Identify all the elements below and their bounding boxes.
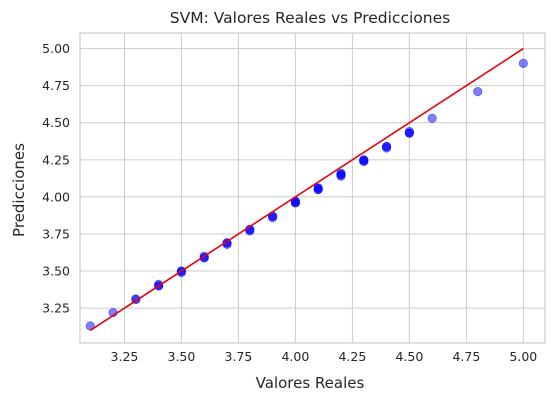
data-point [359,155,369,165]
reference-line [89,47,524,332]
y-tick-label: 4.50 [42,115,70,130]
data-points [85,58,528,331]
chart-title: SVM: Valores Reales vs Predicciones [170,9,450,27]
data-point [427,113,437,123]
y-tick-label: 3.50 [42,264,70,279]
data-point [404,128,414,138]
y-tick-label: 4.75 [42,78,70,93]
data-point [336,168,346,178]
data-point [518,58,528,69]
reference-line-segment [89,47,524,332]
y-tick-labels: 3.25 3.50 3.75 4.00 4.25 4.50 4.75 5.00 [42,41,70,316]
data-point [381,141,392,152]
x-tick-label: 3.50 [168,349,196,364]
y-axis-label: Predicciones [10,143,28,237]
plot-area-frame [79,32,546,344]
data-point [313,184,323,195]
y-tick-label: 4.25 [42,152,70,167]
x-tick-label: 3.25 [111,349,139,364]
x-tick-label: 4.75 [452,349,480,364]
y-tick-label: 3.25 [42,301,70,316]
x-tick-label: 4.50 [395,349,423,364]
x-tick-label: 3.75 [224,349,252,364]
x-tick-label: 4.00 [281,349,309,364]
x-tick-label: 4.25 [338,349,366,364]
y-tick-label: 5.00 [42,41,70,56]
x-tick-labels: 3.25 3.50 3.75 4.00 4.25 4.50 4.75 5.00 [111,349,538,364]
y-tick-label: 4.00 [42,189,70,204]
x-axis-label: Valores Reales [256,374,365,392]
y-tick-label: 3.75 [42,226,70,241]
data-point [473,86,483,97]
x-tick-label: 5.00 [509,349,537,364]
grid [80,33,545,343]
